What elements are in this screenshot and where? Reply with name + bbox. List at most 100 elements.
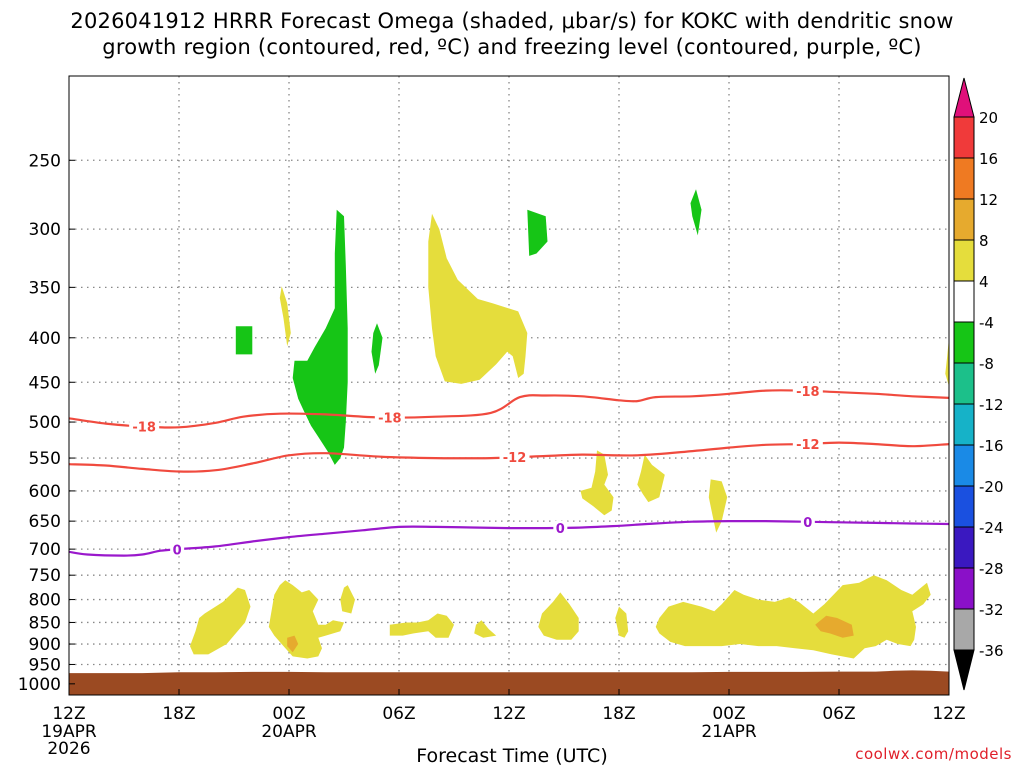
colorbar-band [953, 608, 975, 651]
colorbar-band [953, 116, 975, 159]
colorbar-band [953, 239, 975, 282]
y-tick-label: 600 [29, 482, 61, 502]
omega-region [389, 613, 454, 638]
contour-label: -18 [796, 385, 820, 400]
contour-line [69, 519, 949, 557]
colorbar-label: -32 [979, 601, 1004, 619]
colorbar-label: -36 [979, 642, 1004, 660]
y-tick-label: 1000 [18, 675, 61, 695]
x-tick-label: 00Z [272, 704, 305, 724]
y-tick-label: 850 [29, 613, 61, 633]
omega-region [580, 450, 614, 516]
omega-region [538, 592, 579, 640]
x-date-label: 20APR [261, 722, 317, 742]
y-tick-label: 450 [29, 373, 61, 393]
x-tick-label: 12Z [492, 704, 525, 724]
x-tick-label: 06Z [382, 704, 415, 724]
contour-label-bg [129, 419, 160, 434]
terrain-fill [69, 670, 949, 695]
y-tick-label: 750 [29, 566, 61, 586]
y-tick-label: 650 [29, 512, 61, 532]
omega-region [655, 575, 931, 659]
y-tick-label: 950 [29, 655, 61, 675]
credit-link[interactable]: coolwx.com/models [855, 745, 1012, 763]
colorbar-band [953, 198, 975, 241]
colorbar-label: -4 [979, 314, 994, 332]
x-tick-label: 12Z [932, 704, 965, 724]
omega-region [190, 587, 251, 655]
colorbar-label: -24 [979, 519, 1004, 537]
omega-region [945, 337, 949, 387]
y-tick-label: 400 [29, 329, 61, 349]
x-date-label: 2026 [47, 739, 90, 759]
colorbar-band [953, 403, 975, 446]
colorbar-label: -12 [979, 396, 1004, 414]
contour-label: -12 [796, 438, 820, 453]
omega-region [235, 326, 253, 355]
contour-label: -18 [132, 421, 156, 436]
contour-label: 0 [803, 516, 812, 531]
contour-label-bg [170, 542, 185, 557]
x-tick-label: 12Z [52, 704, 85, 724]
y-axis: 2503003504004505005506006507007508008509… [18, 151, 75, 695]
colorbar-band [953, 321, 975, 364]
y-tick-label: 550 [29, 449, 61, 469]
colorbar-label: 20 [979, 109, 998, 127]
contour-label-bg [499, 450, 530, 465]
chart-title-line-2: growth region (contoured, red, ºC) and f… [102, 35, 922, 59]
colorbar-band [953, 280, 975, 323]
y-tick-label: 800 [29, 591, 61, 611]
colorbar-label: 16 [979, 150, 998, 168]
colorbar-label: 8 [979, 232, 989, 250]
chart-title: 2026041912 HRRR Forecast Omega (shaded, … [0, 8, 1024, 60]
contour-label: 0 [556, 522, 565, 537]
omega-region [292, 209, 348, 465]
contour-label: -18 [378, 411, 402, 426]
omega-region [428, 213, 528, 384]
contour-label: 0 [173, 543, 182, 558]
colorbar-band [953, 444, 975, 487]
x-tick-label: 00Z [712, 704, 745, 724]
colorbar-label: -16 [979, 437, 1004, 455]
x-date-label: 21APR [701, 722, 757, 742]
y-tick-label: 350 [29, 278, 61, 298]
omega-region [690, 189, 702, 236]
omega-region [279, 286, 291, 347]
y-tick-label: 300 [29, 220, 61, 240]
colorbar-band [953, 362, 975, 405]
contour-label-bg [792, 436, 823, 451]
colorbar-top-triangle [953, 77, 975, 118]
omega-region [815, 615, 854, 638]
omega-shading [190, 189, 949, 659]
chart-title-line-1: 2026041912 HRRR Forecast Omega (shaded, … [70, 9, 954, 33]
y-tick-label: 700 [29, 540, 61, 560]
terrain-layer [69, 670, 949, 695]
contour-label-bg [800, 514, 815, 529]
contour-labels: -18 -18 -18 -12 -12 0 0 0 [129, 383, 823, 558]
colorbar-bottom-triangle [953, 649, 975, 691]
colorbar: 20 16 12 8 4 -4 -8 -12 -16 -20 -24 -28 -32 -36 [953, 77, 1004, 691]
x-axis: 12Z 18Z 00Z 06Z 12Z 18Z 00Z 06Z 12Z19APR202620AP… [41, 689, 966, 759]
x-tick-label: 18Z [162, 704, 195, 724]
omega-region [340, 585, 355, 614]
colorbar-band [953, 157, 975, 200]
omega-region [708, 479, 728, 533]
y-tick-label: 900 [29, 635, 61, 655]
x-tick-label: 18Z [602, 704, 635, 724]
omega-region [268, 580, 344, 659]
omega-region [287, 635, 299, 653]
x-axis-title: Forecast Time (UTC) [416, 745, 608, 767]
colorbar-label: -8 [979, 355, 994, 373]
colorbar-band [953, 526, 975, 569]
omega-region [474, 620, 497, 638]
contour-label-bg [792, 383, 823, 398]
x-date-label: 19APR [41, 722, 97, 742]
y-tick-label: 250 [29, 151, 61, 171]
omega-region [371, 323, 383, 374]
colorbar-band [953, 567, 975, 610]
colorbar-label: -20 [979, 478, 1004, 496]
x-tick-label: 06Z [822, 704, 855, 724]
colorbar-label: 12 [979, 191, 998, 209]
contour-label-bg [553, 520, 568, 535]
